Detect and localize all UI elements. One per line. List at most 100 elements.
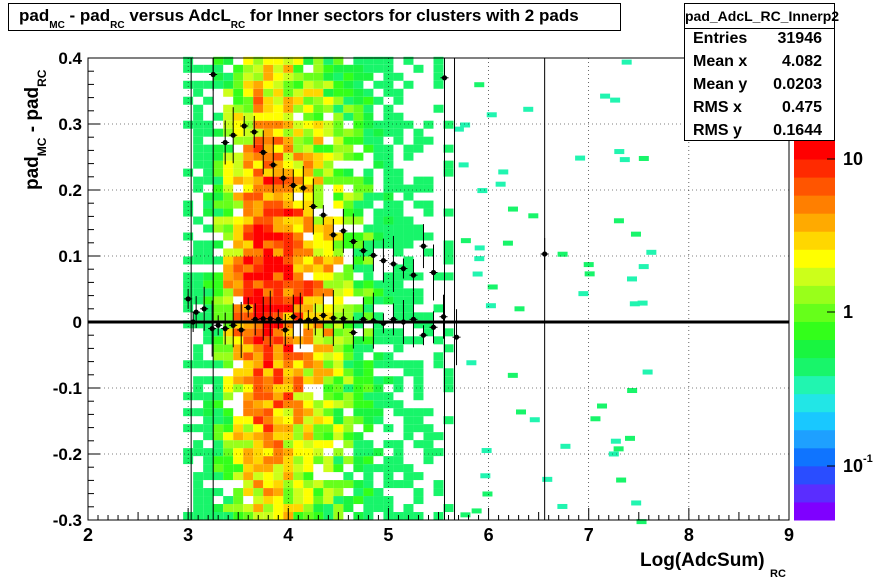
heatmap-cell (353, 456, 364, 465)
heatmap-cell (203, 80, 214, 89)
heatmap-cell (213, 256, 224, 265)
heatmap-cell (293, 80, 304, 89)
heatmap-cell (213, 304, 224, 313)
heatmap-cell (383, 440, 394, 449)
heatmap-cell (273, 400, 284, 409)
heatmap-cell (542, 476, 553, 482)
heatmap-cell (353, 344, 364, 353)
heatmap-cell (353, 360, 364, 369)
heatmap-cell (333, 464, 344, 473)
heatmap-cell (466, 360, 477, 366)
heatmap-cell (293, 56, 304, 65)
y-tick-label: 0.3 (58, 115, 82, 134)
heatmap-cell (203, 192, 214, 201)
heatmap-cell (263, 176, 274, 185)
heatmap-cell (313, 480, 324, 489)
heatmap-cell (323, 56, 334, 65)
heatmap-cell (283, 88, 294, 97)
heatmap-cell (383, 208, 394, 217)
heatmap-cell (253, 408, 264, 417)
heatmap-cell (253, 72, 264, 81)
stats-label: RMS x (693, 99, 742, 116)
heatmap-cell (353, 336, 364, 345)
heatmap-cell (343, 272, 354, 281)
heatmap-cell (283, 248, 294, 257)
heatmap-cell (253, 336, 264, 345)
heatmap-cell (303, 56, 314, 65)
heatmap-cell (223, 152, 234, 161)
heatmap-cell (293, 224, 304, 233)
heatmap-cell (293, 272, 304, 281)
heatmap-cell (373, 208, 384, 217)
heatmap-cell (393, 280, 404, 289)
histogram-title: padMC - padRC versus AdcLRC for Inner se… (19, 6, 579, 31)
heatmap-cell (233, 280, 244, 289)
heatmap-cell (393, 344, 404, 353)
heatmap-cell (203, 240, 214, 249)
heatmap-cell (343, 432, 354, 441)
heatmap-cell (253, 352, 264, 361)
heatmap-cell (253, 368, 264, 377)
heatmap-cell (343, 328, 354, 337)
heatmap-cell (223, 408, 234, 417)
heatmap-cell (233, 384, 244, 393)
heatmap-cell (403, 408, 414, 417)
heatmap-cell (223, 312, 234, 321)
profile-point (238, 327, 244, 333)
heatmap-cell (283, 288, 294, 297)
heatmap-cell (333, 248, 344, 257)
heatmap-cell (343, 376, 354, 385)
heatmap-cell (303, 88, 314, 97)
profile-point (275, 316, 281, 322)
heatmap-cell (283, 120, 294, 129)
heatmap-cell (233, 240, 244, 249)
heatmap-cell (253, 480, 264, 489)
heatmap-cell (223, 280, 234, 289)
heatmap-cell (303, 416, 314, 425)
profile-point (400, 265, 407, 272)
heatmap-cell (303, 424, 314, 433)
heatmap-cell (213, 280, 224, 289)
heatmap-cell (471, 508, 482, 514)
heatmap-cell (333, 152, 344, 161)
heatmap-cell (557, 251, 568, 257)
heatmap-cell (403, 120, 414, 129)
heatmap-cell (353, 176, 364, 185)
heatmap-cell (393, 216, 404, 225)
heatmap-cell (323, 352, 334, 361)
heatmap-cell (443, 208, 454, 217)
heatmap-cell (313, 216, 324, 225)
heatmap-cell (283, 208, 294, 217)
heatmap-cell (283, 80, 294, 89)
heatmap-cell (323, 224, 334, 233)
heatmap-cell (213, 416, 224, 425)
heatmap-cell (433, 80, 444, 89)
heatmap-cell (343, 472, 354, 481)
heatmap-cell (203, 448, 214, 457)
heatmap-cell (223, 128, 234, 137)
heatmap-cell (203, 208, 214, 217)
stats-value: 0.1644 (773, 122, 822, 139)
heatmap-cell (323, 376, 334, 385)
heatmap-cell (253, 280, 264, 289)
heatmap-cell (313, 272, 324, 281)
heatmap-cell (413, 416, 424, 425)
profile-point (320, 212, 326, 218)
heatmap-cell (263, 416, 274, 425)
heatmap-cell (393, 184, 404, 193)
heatmap-cell (193, 64, 204, 73)
palette-segment (794, 159, 835, 178)
heatmap-cell (613, 218, 624, 224)
heatmap-cell (353, 72, 364, 81)
heatmap-cell (363, 144, 374, 153)
heatmap-cell (273, 496, 284, 505)
heatmap-cell (183, 208, 194, 217)
heatmap-cell (597, 403, 608, 409)
heatmap-cell (223, 424, 234, 433)
heatmap-cell (233, 200, 244, 209)
heatmap-cell (363, 232, 374, 241)
heatmap-cell (363, 504, 374, 513)
heatmap-cell (283, 232, 294, 241)
heatmap-cell (253, 464, 264, 473)
heatmap-cell (263, 72, 274, 81)
